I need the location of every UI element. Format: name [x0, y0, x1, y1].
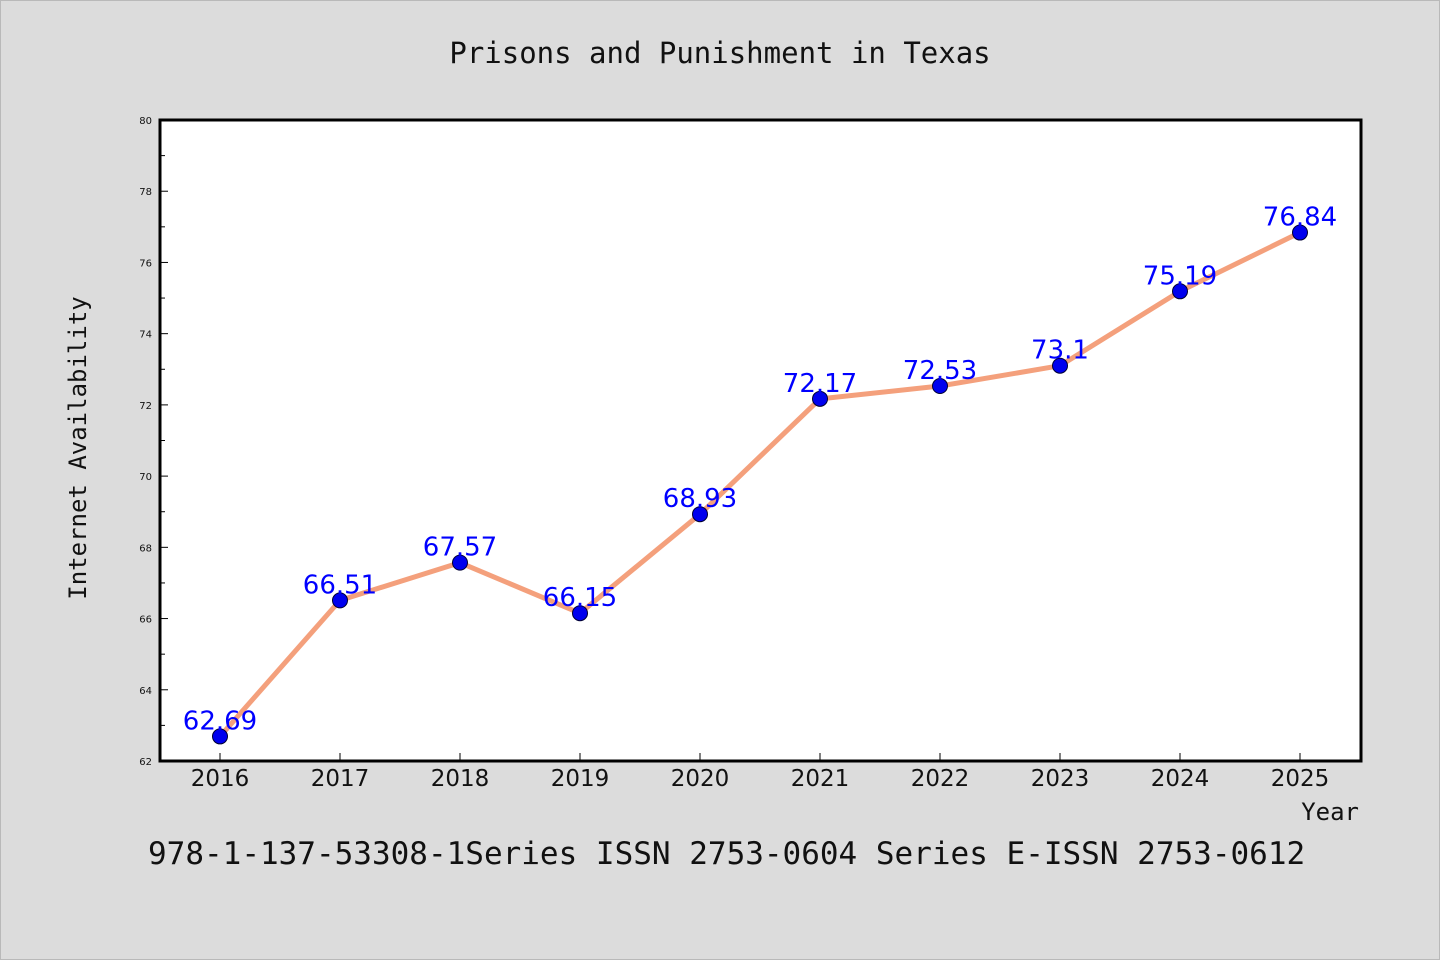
x-tick-label: 2017	[311, 766, 370, 792]
y-tick-label: 74	[139, 330, 152, 341]
data-point-marker	[1052, 357, 1068, 374]
data-point-marker	[572, 605, 588, 622]
x-tick-label: 2025	[1271, 766, 1330, 792]
data-label: 72.17	[783, 369, 857, 399]
data-label: 62.69	[183, 706, 257, 736]
y-axis: 62 64 66 68 70 72 74 76 78 80	[139, 116, 168, 768]
y-tick-label: 76	[139, 258, 152, 269]
x-tick-label: 2024	[1151, 766, 1210, 792]
data-point-marker	[932, 378, 948, 395]
data-point-marker	[692, 506, 708, 523]
plot-area	[158, 118, 1363, 763]
data-point-marker	[212, 728, 228, 745]
y-tick-label: 80	[139, 116, 152, 127]
x-tick-label: 2021	[791, 766, 850, 792]
data-label: 68.93	[663, 484, 737, 514]
x-tick-label: 2018	[431, 766, 490, 792]
data-label: 76.84	[1263, 203, 1337, 233]
data-label: 72.53	[903, 356, 977, 386]
data-point-marker	[332, 592, 348, 609]
y-tick-label: 78	[139, 187, 152, 198]
chart-title: Prisons and Punishment in Texas	[449, 36, 990, 70]
series-line-group: 62.69 66.51 67.57 66.15 68.93 72.17 72.53 73.1 7…	[183, 203, 1337, 745]
y-axis-label: Internet Availability	[64, 296, 92, 599]
data-point-marker	[1172, 283, 1188, 300]
x-tick-label: 2019	[551, 766, 610, 792]
x-tick-label: 2023	[1031, 766, 1090, 792]
data-label: 67.57	[423, 533, 497, 563]
data-label: 66.15	[543, 583, 617, 613]
data-label: 66.51	[303, 570, 377, 600]
y-tick-label: 70	[139, 472, 152, 483]
data-label: 73.1	[1031, 336, 1089, 366]
y-tick-label: 66	[139, 615, 152, 626]
data-point-marker	[1292, 224, 1308, 241]
footer-isbn-text: 978-1-137-53308-1Series ISSN 2753-0604 S…	[148, 836, 1305, 872]
y-tick-label: 62	[139, 757, 152, 768]
y-tick-label: 68	[139, 543, 152, 554]
x-tick-label: 2020	[671, 766, 730, 792]
x-axis-label: Year	[1301, 798, 1359, 826]
y-tick-label: 72	[139, 401, 152, 412]
data-point-marker	[812, 390, 828, 407]
data-point-marker	[452, 554, 468, 571]
data-label: 75.19	[1143, 261, 1217, 291]
x-axis: 2016 2017 2018 2019 2020 2021 2022 2023 2024 2025	[191, 753, 1330, 792]
series-line	[217, 230, 1303, 739]
y-tick-label: 64	[139, 686, 152, 697]
x-tick-label: 2016	[191, 766, 250, 792]
x-tick-label: 2022	[911, 766, 970, 792]
